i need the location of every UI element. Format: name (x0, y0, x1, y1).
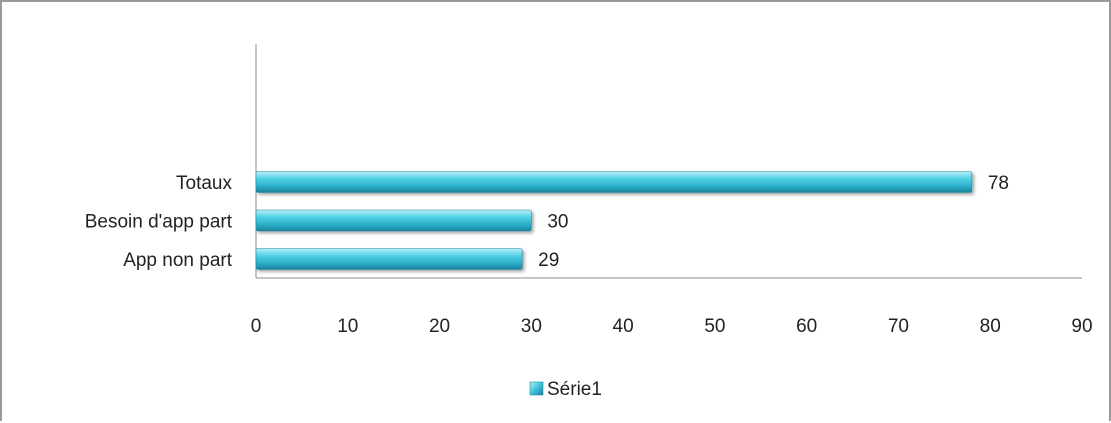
bar (255, 171, 973, 193)
data-label: 78 (988, 173, 1009, 194)
data-label: 29 (538, 250, 559, 271)
x-tick-label: 70 (888, 316, 909, 337)
x-tick-label: 0 (251, 316, 262, 337)
labels: 0 10 20 30 40 50 60 70 80 90 App non part 29 Besoin … (85, 173, 1093, 337)
legend-swatch (529, 381, 544, 396)
category-label: Besoin d'app part (85, 212, 233, 233)
bar (255, 209, 532, 232)
x-tick-label: 10 (337, 316, 358, 337)
x-tick-label: 50 (704, 316, 725, 337)
legend: Série1 (529, 379, 602, 400)
x-tick-label: 80 (980, 316, 1001, 337)
bar (255, 248, 523, 270)
x-tick-label: 90 (1071, 316, 1092, 337)
x-tick-label: 30 (521, 316, 542, 337)
legend-label: Série1 (547, 379, 602, 400)
category-label: App non part (123, 250, 233, 271)
data-label: 30 (547, 212, 568, 233)
x-tick-label: 60 (796, 316, 817, 337)
axes (255, 44, 1082, 279)
bars (255, 171, 973, 270)
category-label: Totaux (176, 173, 232, 194)
x-tick-label: 40 (613, 316, 634, 337)
x-tick-label: 20 (429, 316, 450, 337)
